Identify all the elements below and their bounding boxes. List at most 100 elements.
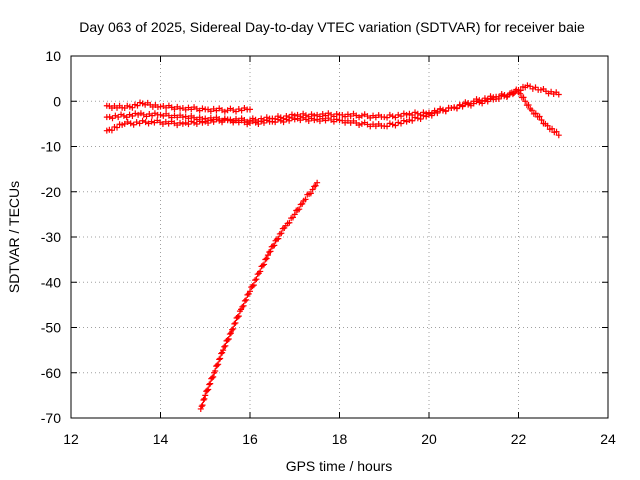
data-point-dense (200, 397, 207, 404)
data-point (220, 347, 227, 354)
data-point-dense (227, 330, 234, 337)
data-point (157, 103, 164, 110)
data-point-dense (525, 101, 532, 108)
data-point-dense (280, 119, 287, 126)
data-point-dense (201, 395, 208, 402)
data-point-dense (129, 104, 136, 111)
data-point-dense (532, 110, 539, 117)
data-point (291, 116, 298, 123)
data-point-dense (230, 107, 237, 114)
data-point-dense (118, 111, 125, 118)
data-point (247, 106, 253, 113)
y-axis-label: SDTVAR / TECUs (6, 181, 22, 293)
data-point-dense (278, 230, 285, 237)
data-point-dense (453, 104, 460, 111)
data-point-dense (553, 128, 560, 135)
data-point-dense (252, 277, 259, 284)
data-point-dense (417, 115, 424, 122)
data-point (291, 211, 298, 218)
data-point (179, 114, 186, 121)
data-point-dense (520, 94, 527, 101)
data-point-dense (225, 335, 232, 342)
data-point-dense (395, 111, 402, 118)
y-tick-label: -10 (41, 139, 61, 155)
data-point-dense (504, 93, 511, 100)
data-point-dense (536, 113, 543, 120)
data-point-dense (112, 112, 119, 119)
data-point-dense (398, 120, 405, 127)
data-point-dense (276, 230, 283, 237)
data-point-dense (384, 114, 391, 121)
y-tick-label: -60 (41, 365, 61, 381)
data-point (314, 179, 321, 186)
data-point-dense (262, 256, 269, 263)
data-point-dense (129, 113, 136, 120)
data-point-dense (218, 350, 225, 357)
data-point-dense (270, 243, 277, 250)
x-tick-labels: 12 14 16 18 20 22 24 (63, 431, 616, 447)
data-point-dense (250, 282, 257, 289)
data-point-dense (498, 90, 505, 97)
data-point-dense (286, 219, 293, 226)
axis-ticks (70, 55, 609, 419)
data-point-dense (297, 201, 304, 208)
data-point-dense (222, 342, 229, 349)
data-point-dense (400, 110, 407, 117)
data-point-dense (481, 95, 488, 102)
data-point-dense (214, 362, 221, 369)
data-point-dense (406, 116, 413, 123)
data-point-dense (479, 98, 486, 105)
data-point-dense (462, 99, 469, 106)
data-point-dense (538, 116, 545, 123)
data-point-dense (133, 119, 140, 126)
x-tick-label: 22 (511, 431, 527, 447)
x-tick-label: 16 (242, 431, 258, 447)
data-point-dense (127, 120, 134, 127)
data-point-dense (522, 98, 529, 105)
data-point-dense (279, 225, 286, 232)
data-point-dense (114, 124, 121, 131)
data-point-dense (307, 190, 314, 197)
data-point-dense (259, 262, 266, 269)
data-point-dense (130, 121, 137, 128)
data-point-dense (199, 119, 206, 126)
data-point-dense (261, 261, 268, 268)
data-point-dense (177, 119, 184, 126)
data-point-dense (199, 105, 206, 112)
data-point (358, 120, 365, 127)
grid-lines (71, 56, 608, 418)
data-point (555, 132, 562, 139)
data-point-dense (392, 114, 399, 121)
data-point-dense (412, 109, 419, 116)
data-point-dense (252, 119, 259, 126)
data-point (179, 120, 186, 127)
data-point-dense (311, 183, 318, 190)
data-point-dense (442, 108, 449, 115)
y-tick-label: -30 (41, 229, 61, 245)
data-point-dense (239, 303, 246, 310)
data-point (229, 326, 236, 333)
data-point-dense (299, 200, 306, 207)
data-point-dense (210, 373, 217, 380)
data-point-dense (249, 283, 256, 290)
y-tick-label: -70 (41, 410, 61, 426)
data-point-dense (182, 119, 189, 126)
data-point-dense (439, 107, 446, 114)
data-point-dense (226, 331, 233, 338)
y-tick-label: 10 (45, 48, 61, 64)
x-axis-label: GPS time / hours (286, 458, 393, 474)
data-point-dense (476, 97, 483, 104)
data-point-dense (106, 113, 113, 120)
data-point-dense (392, 122, 399, 129)
data-point (358, 112, 365, 119)
data-point-dense (241, 297, 248, 304)
data-point-dense (283, 116, 290, 123)
data-point-dense (420, 112, 427, 119)
data-point-dense (204, 387, 211, 394)
data-point (197, 405, 204, 412)
data-point-dense (277, 117, 284, 124)
data-point-dense (288, 115, 295, 122)
x-tick-label: 20 (421, 431, 437, 447)
data-point (309, 186, 316, 193)
data-point-dense (544, 122, 551, 129)
